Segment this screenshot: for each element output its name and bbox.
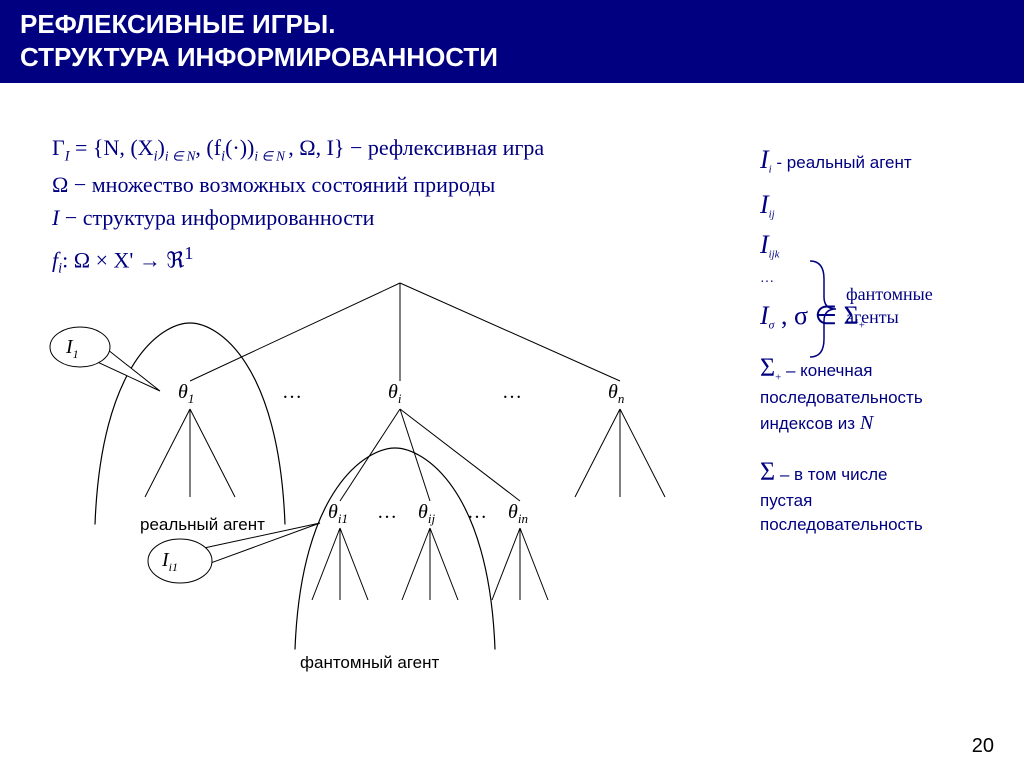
ellipsis-label: … [282, 381, 302, 404]
page-number: 20 [972, 735, 994, 758]
real-callout-label: I1 [66, 336, 79, 362]
tree-diagram [0, 83, 1024, 770]
theta-label: θij [418, 501, 435, 527]
theta-label: θ1 [178, 381, 194, 407]
theta-label: θi1 [328, 501, 348, 527]
theta-label: θn [608, 381, 624, 407]
real-agent-label: реальный агент [140, 515, 265, 535]
theta-label: θin [508, 501, 528, 527]
phantom-agent-label: фантомный агент [300, 653, 439, 673]
slide-body: ΓI = {N, (Xi)i ∈ N, (fi(·))i ∈ N , Ω, I}… [0, 83, 1024, 770]
slide-header: РЕФЛЕКСИВНЫЕ ИГРЫ. СТРУКТУРА ИНФОРМИРОВА… [0, 0, 1024, 83]
phantom-callout-label: Ii1 [162, 549, 178, 575]
theta-label: θi [388, 381, 401, 407]
ellipsis-label: … [502, 381, 522, 404]
ellipsis-label: … [377, 501, 397, 524]
header-line-1: РЕФЛЕКСИВНЫЕ ИГРЫ. [20, 8, 1004, 41]
header-line-2: СТРУКТУРА ИНФОРМИРОВАННОСТИ [20, 41, 1004, 74]
ellipsis-label: … [467, 501, 487, 524]
